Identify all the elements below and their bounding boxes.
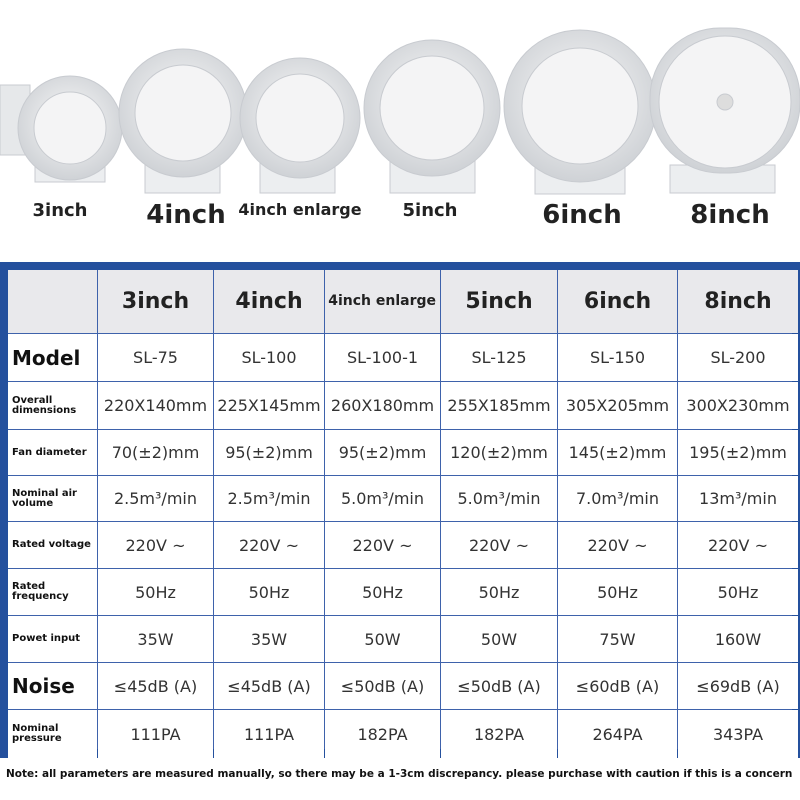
- cell: 120(±2)mm: [441, 430, 557, 475]
- cell: 111PA: [98, 710, 213, 758]
- cell: 5.0m³/min: [441, 476, 557, 521]
- column-header: 4inch: [214, 270, 324, 333]
- row-label: Fan diameter: [8, 430, 97, 475]
- cell: 220V ~: [325, 522, 440, 568]
- column-header: 8inch: [678, 270, 798, 333]
- column-header: 5inch: [441, 270, 557, 333]
- cell: 145(±2)mm: [558, 430, 677, 475]
- cell: 160W: [678, 616, 798, 662]
- product-label: 5inch: [402, 200, 458, 221]
- cell: 95(±2)mm: [325, 430, 440, 475]
- cell: ≤60dB (A): [558, 663, 677, 709]
- row-label: Noise: [8, 663, 97, 709]
- cell: SL-100: [214, 334, 324, 381]
- row-label: Model: [8, 334, 97, 381]
- cell: SL-75: [98, 334, 213, 381]
- row-label: Overall dimensions: [8, 382, 97, 429]
- cell: 2.5m³/min: [98, 476, 213, 521]
- cell: ≤69dB (A): [678, 663, 798, 709]
- cell: 5.0m³/min: [325, 476, 440, 521]
- cell: 111PA: [214, 710, 324, 758]
- column-header: 4inch enlarge: [325, 270, 440, 333]
- cell: ≤45dB (A): [98, 663, 213, 709]
- note: Note: all parameters are measured manual…: [6, 768, 793, 780]
- row-label: Nominal pressure: [8, 710, 97, 758]
- cell: ≤50dB (A): [325, 663, 440, 709]
- row-label: Nominal air volume: [8, 476, 97, 521]
- cell: 75W: [558, 616, 677, 662]
- cell: 220V ~: [214, 522, 324, 568]
- fan-photos: [0, 27, 800, 195]
- cell: 220V ~: [678, 522, 798, 568]
- cell: 50Hz: [214, 569, 324, 615]
- cell: 220V ~: [98, 522, 213, 568]
- cell: 95(±2)mm: [214, 430, 324, 475]
- cell: 50Hz: [98, 569, 213, 615]
- cell: 50Hz: [441, 569, 557, 615]
- cell: 50Hz: [325, 569, 440, 615]
- cell: ≤50dB (A): [441, 663, 557, 709]
- row-label: Powet input: [8, 616, 97, 662]
- cell: SL-200: [678, 334, 798, 381]
- cell: SL-125: [441, 334, 557, 381]
- header-corner: [8, 270, 97, 333]
- column-header: 6inch: [558, 270, 677, 333]
- cell: 35W: [214, 616, 324, 662]
- cell: 50Hz: [678, 569, 798, 615]
- cell: 220V ~: [441, 522, 557, 568]
- product-label: 4inch enlarge: [238, 200, 362, 219]
- cell: 13m³/min: [678, 476, 798, 521]
- cell: 300X230mm: [678, 382, 798, 429]
- row-label: Rated frequency: [8, 569, 97, 615]
- cell: 7.0m³/min: [558, 476, 677, 521]
- cell: 225X145mm: [214, 382, 324, 429]
- cell: 220V ~: [558, 522, 677, 568]
- column-header: 3inch: [98, 270, 213, 333]
- cell: SL-150: [558, 334, 677, 381]
- cell: 50W: [325, 616, 440, 662]
- cell: 305X205mm: [558, 382, 677, 429]
- cell: 260X180mm: [325, 382, 440, 429]
- cell: 50Hz: [558, 569, 677, 615]
- cell: 343PA: [678, 710, 798, 758]
- cell: 264PA: [558, 710, 677, 758]
- product-label: 6inch: [542, 200, 622, 230]
- cell: 50W: [441, 616, 557, 662]
- cell: 255X185mm: [441, 382, 557, 429]
- cell: 2.5m³/min: [214, 476, 324, 521]
- cell: 182PA: [325, 710, 440, 758]
- cell: 182PA: [441, 710, 557, 758]
- cell: 35W: [98, 616, 213, 662]
- cell: SL-100-1: [325, 334, 440, 381]
- cell: 195(±2)mm: [678, 430, 798, 475]
- row-label: Rated voltage: [8, 522, 97, 568]
- cell: 220X140mm: [98, 382, 213, 429]
- cell: 70(±2)mm: [98, 430, 213, 475]
- spec-table: 3inch 4inch 4inch enlarge 5inch 6inch 8inch Mo…: [8, 270, 798, 758]
- cell: ≤45dB (A): [214, 663, 324, 709]
- product-label: 3inch: [32, 200, 88, 221]
- product-label: 4inch: [146, 200, 226, 230]
- product-label: 8inch: [690, 200, 770, 230]
